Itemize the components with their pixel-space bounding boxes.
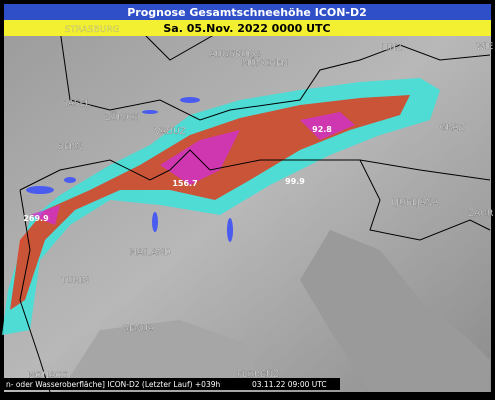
border bbox=[59, 29, 491, 121]
city-label: STRASBURG bbox=[65, 25, 120, 35]
city-label: ZÜRICH bbox=[105, 112, 140, 123]
border bbox=[359, 159, 491, 241]
city-label: BERN bbox=[58, 142, 83, 152]
border bbox=[19, 189, 51, 393]
lakes bbox=[26, 97, 233, 242]
city-label: GENUA bbox=[122, 324, 155, 334]
border bbox=[19, 149, 491, 191]
adriatic-sea bbox=[300, 230, 490, 392]
snow-area bbox=[2, 78, 440, 335]
snow-value: 92.8 bbox=[312, 125, 332, 134]
lake bbox=[64, 177, 76, 183]
city-label: LJUBLJANA bbox=[392, 198, 440, 208]
footer-bar bbox=[4, 378, 340, 390]
city-label: MONACO bbox=[28, 371, 69, 381]
city-label: AUGSBURG bbox=[209, 50, 260, 60]
lake bbox=[180, 97, 200, 103]
city-label: TURIN bbox=[60, 276, 89, 286]
city-label: FLORENZ bbox=[237, 370, 279, 380]
city-label: VADUZ bbox=[154, 127, 185, 137]
borders bbox=[19, 9, 491, 393]
title: Prognose Gesamtschneehöhe ICON-D2 bbox=[127, 6, 367, 19]
snow-value: 269.9 bbox=[23, 214, 49, 223]
lake bbox=[152, 212, 158, 232]
snow-value: 99.9 bbox=[285, 177, 305, 186]
city-label: MÜNCHEN bbox=[242, 58, 289, 69]
city-label: WIE bbox=[476, 42, 494, 52]
subtitle: Sa. 05.Nov. 2022 0000 UTC bbox=[163, 22, 330, 35]
footer-right: 03.11.22 09:00 UTC bbox=[252, 380, 327, 389]
footer-left: n- oder Wasseroberfläche] ICON-D2 (Letzt… bbox=[6, 380, 220, 389]
city-label: LINZ bbox=[382, 43, 403, 53]
city-label: MAILAND bbox=[129, 248, 171, 258]
city-label: ZAGR bbox=[468, 209, 493, 219]
subtitle-bar bbox=[4, 20, 491, 36]
ligurian-sea bbox=[60, 320, 260, 392]
city-label: BASEL bbox=[62, 99, 91, 109]
snow-value: 156.7 bbox=[172, 179, 197, 188]
lake bbox=[227, 218, 233, 242]
snow-max bbox=[30, 112, 355, 225]
city-label: GRAZ bbox=[439, 123, 464, 133]
lake bbox=[142, 110, 158, 114]
title-bar bbox=[4, 4, 491, 20]
lake bbox=[26, 186, 54, 194]
